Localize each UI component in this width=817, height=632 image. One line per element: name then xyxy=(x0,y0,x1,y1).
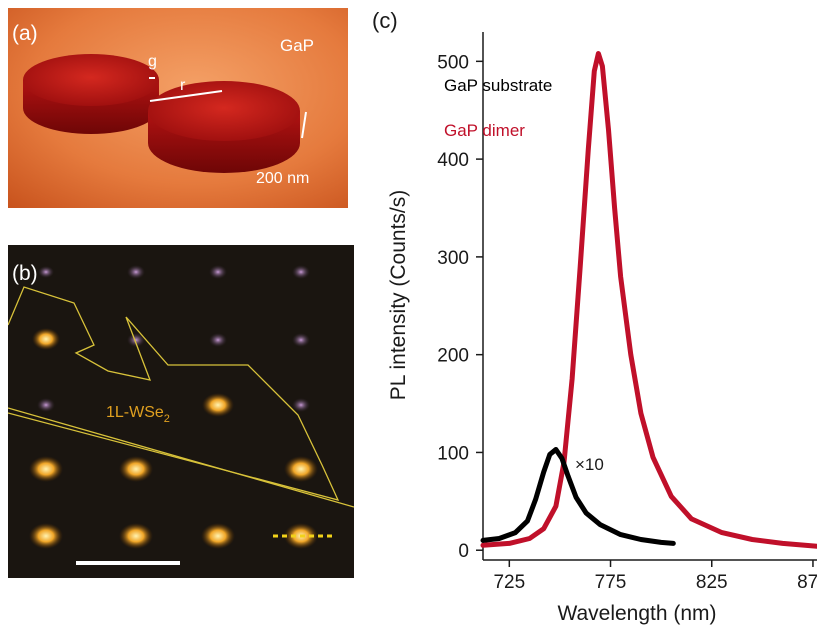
annotation-times-ten: ×10 xyxy=(575,455,604,474)
y-tick-label: 0 xyxy=(458,541,469,562)
y-tick-label: 300 xyxy=(437,248,469,269)
chart-series xyxy=(480,51,817,549)
x-tick-label: 775 xyxy=(595,572,627,593)
material-label: GaP xyxy=(280,36,314,55)
y-tick-label: 400 xyxy=(437,150,469,171)
x-axis-label: Wavelength (nm) xyxy=(557,602,716,625)
chart-axes: 0 100 200 300 400 500 725 775 825 875 xyxy=(437,32,817,593)
radius-label: r xyxy=(180,77,186,94)
left-disk xyxy=(23,54,159,134)
panel-c-pl-chart: (c) 0 100 200 300 400 500 725 775 825 875 GaP sub… xyxy=(372,8,817,625)
x-tick-label: 725 xyxy=(493,572,525,593)
panel-a-dimer-illustration: (a) GaP g r 200 nm xyxy=(8,8,348,208)
x-tick-label: 875 xyxy=(797,572,817,593)
legend-substrate: GaP substrate xyxy=(444,76,552,95)
panel-b-label: (b) xyxy=(12,262,38,285)
gap-label: g xyxy=(148,53,157,70)
panel-c-label: (c) xyxy=(372,8,398,33)
panel-b-darkfield-image: (b) 1L-WSe2 xyxy=(8,245,354,578)
dimer-dots-bright xyxy=(29,328,318,549)
height-marker xyxy=(301,111,307,139)
height-label: 200 nm xyxy=(256,170,309,187)
panel-a-label: (a) xyxy=(12,22,38,45)
series-substrate-line xyxy=(480,447,676,546)
series-dimer-line xyxy=(480,51,817,549)
x-tick-label: 825 xyxy=(696,572,728,593)
y-tick-label: 500 xyxy=(437,52,469,73)
y-tick-label: 200 xyxy=(437,346,469,367)
flake-outline xyxy=(8,286,354,508)
right-disk xyxy=(148,81,300,173)
y-axis-label: PL intensity (Counts/s) xyxy=(387,190,410,400)
flake-label: 1L-WSe2 xyxy=(106,404,170,425)
radius-line xyxy=(149,90,223,102)
y-tick-label: 100 xyxy=(437,443,469,464)
dimer-dots-purple xyxy=(37,265,310,412)
legend-dimer: GaP dimer xyxy=(444,121,525,140)
